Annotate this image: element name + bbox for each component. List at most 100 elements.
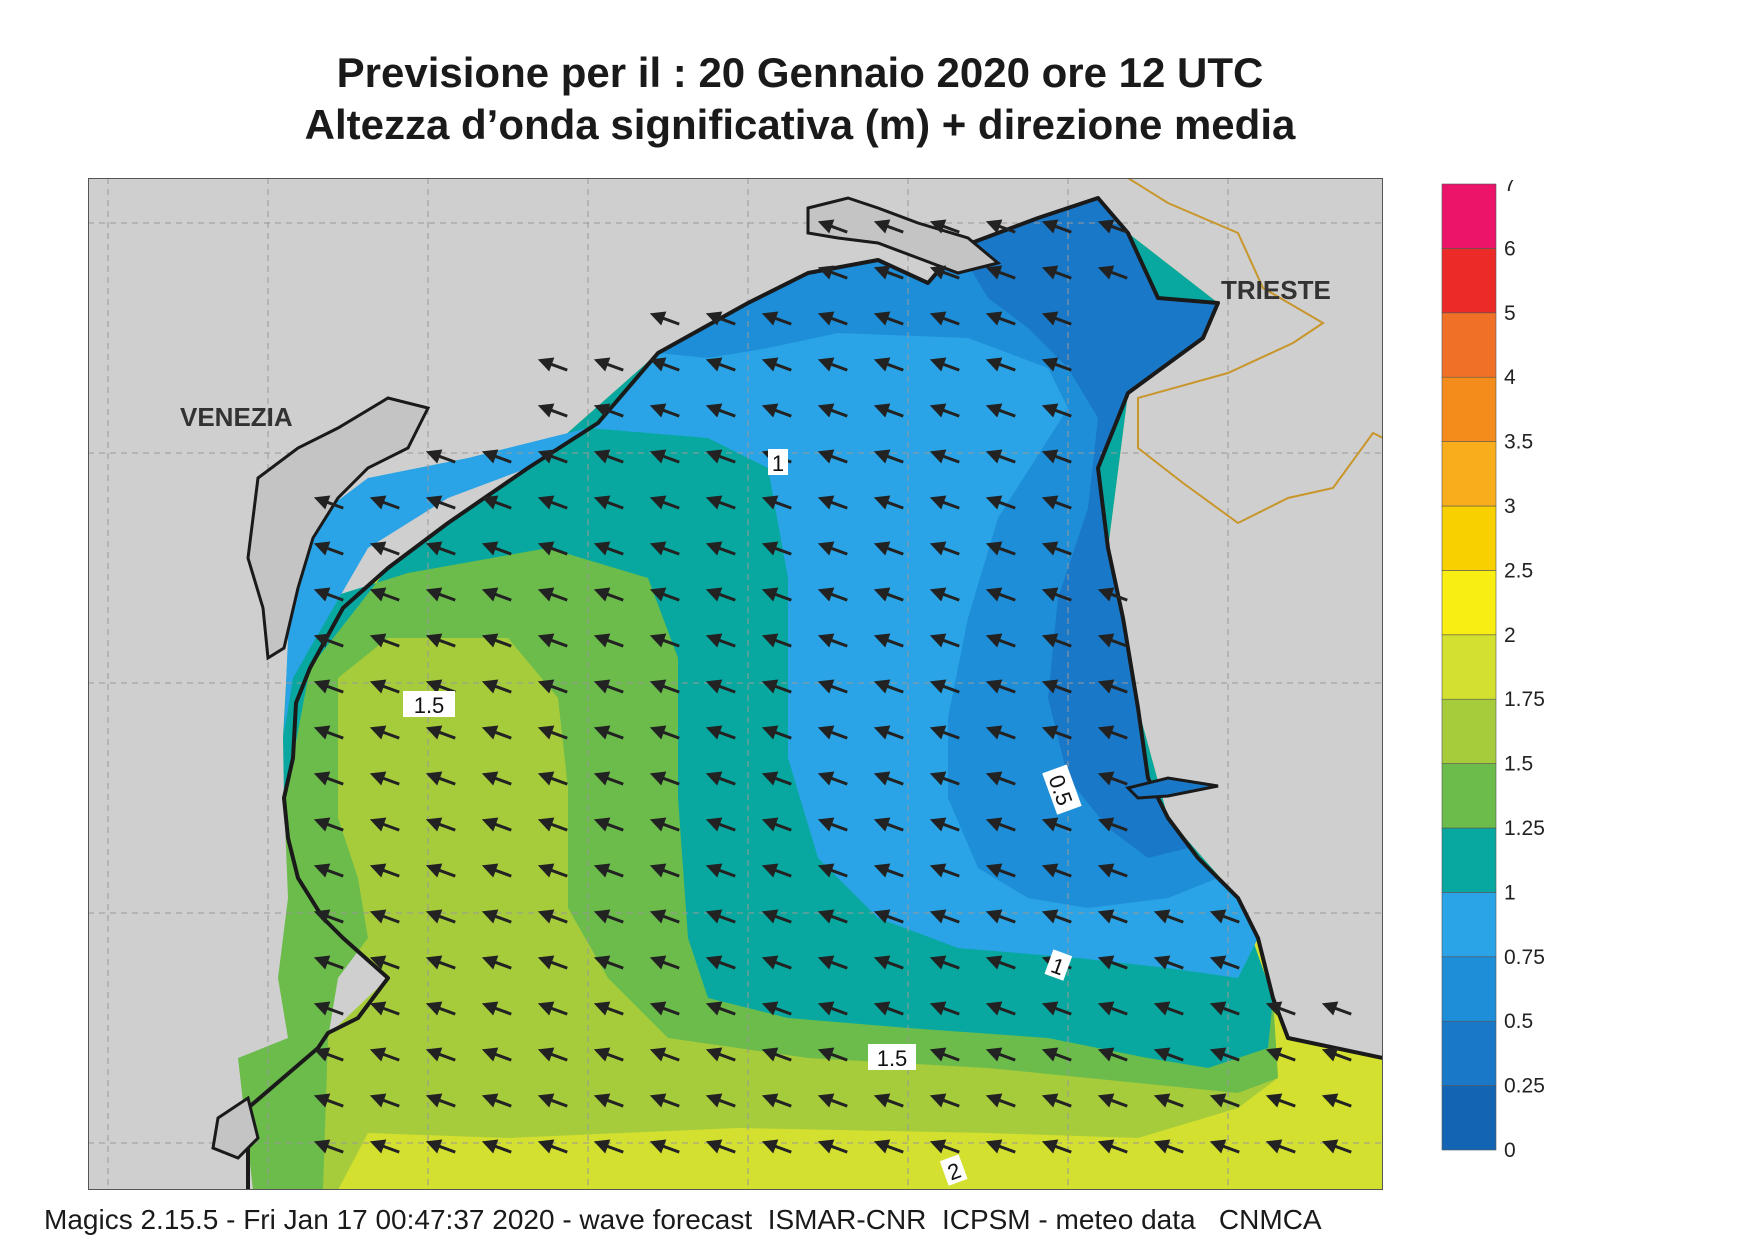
wave-arrow [761, 863, 792, 878]
wave-arrow [593, 817, 624, 832]
wave-arrow [481, 495, 512, 510]
wave-arrow [369, 679, 400, 694]
wave-arrow [313, 863, 344, 878]
wave-arrow [705, 1093, 736, 1108]
wave-arrow [1209, 1093, 1240, 1108]
wave-arrow [817, 311, 848, 326]
wave-arrow [1041, 357, 1072, 372]
wave-arrow [929, 1139, 960, 1154]
wave-arrow [425, 495, 456, 510]
wave-arrow [1041, 265, 1072, 280]
wave-arrow [985, 587, 1016, 602]
colorbar-swatch [1441, 570, 1497, 636]
wave-arrow [481, 1093, 512, 1108]
wave-arrow [761, 587, 792, 602]
wave-arrow [537, 909, 568, 924]
wave-arrow [1097, 679, 1128, 694]
label-venezia: VENEZIA [180, 402, 293, 432]
wave-arrow [537, 449, 568, 464]
wave-arrow [537, 541, 568, 556]
wave-arrow [1265, 1139, 1296, 1154]
wave-arrow [817, 357, 848, 372]
wave-arrow [985, 265, 1016, 280]
wave-arrow [593, 1139, 624, 1154]
wave-arrow [1153, 1001, 1184, 1016]
wave-arrow [817, 817, 848, 832]
wave-arrow [1321, 1001, 1352, 1016]
svg-text:1.5: 1.5 [877, 1046, 908, 1071]
wave-arrow [985, 219, 1016, 234]
wave-arrow [481, 1047, 512, 1062]
wave-arrow [817, 265, 848, 280]
wave-arrow [929, 633, 960, 648]
colorbar-swatch [1441, 763, 1497, 829]
colorbar-swatch [1441, 441, 1497, 507]
wave-arrow [817, 679, 848, 694]
wave-arrow [425, 1093, 456, 1108]
wave-arrow [537, 817, 568, 832]
wave-arrow [369, 1139, 400, 1154]
wave-arrow [873, 955, 904, 970]
wave-arrow [929, 449, 960, 464]
wave-arrow [1153, 1139, 1184, 1154]
colorbar-swatch [1441, 892, 1497, 958]
wave-arrow [313, 725, 344, 740]
wave-arrow [1097, 1139, 1128, 1154]
colorbar-tick-label: 2 [1504, 624, 1516, 647]
wave-arrow [537, 1093, 568, 1108]
wave-arrow [1041, 219, 1072, 234]
wave-arrow [425, 1001, 456, 1016]
wave-arrow [929, 679, 960, 694]
wave-arrow [481, 771, 512, 786]
colorbar-tick-label: 7 [1504, 180, 1516, 196]
wave-arrow [873, 449, 904, 464]
colorbar-swatch [1441, 312, 1497, 378]
wave-arrow [593, 1047, 624, 1062]
wave-arrow [1041, 1093, 1072, 1108]
colorbar-tick-label: 0.5 [1504, 1010, 1533, 1033]
wave-arrow [649, 909, 680, 924]
wave-arrow [705, 1139, 736, 1154]
colorbar-swatch [1441, 376, 1497, 442]
wave-arrow [593, 955, 624, 970]
wave-arrow [761, 817, 792, 832]
wave-arrow [985, 633, 1016, 648]
wave-arrow [929, 955, 960, 970]
wave-arrow [817, 587, 848, 602]
wave-arrow [537, 587, 568, 602]
wave-arrow [705, 955, 736, 970]
wave-arrow [649, 817, 680, 832]
wave-arrow [873, 771, 904, 786]
wave-arrow [481, 1001, 512, 1016]
wave-arrow [873, 403, 904, 418]
wave-arrow [1097, 1047, 1128, 1062]
wave-arrow [985, 1001, 1016, 1016]
wave-arrow [705, 863, 736, 878]
wave-arrow [761, 311, 792, 326]
wave-arrow [481, 679, 512, 694]
wave-arrow [705, 495, 736, 510]
wave-arrow [369, 955, 400, 970]
wave-arrow [705, 817, 736, 832]
colorbar-tick-label: 1.75 [1504, 688, 1545, 711]
wave-arrow [929, 817, 960, 832]
wave-arrow [929, 265, 960, 280]
wave-arrow [1041, 1139, 1072, 1154]
wave-arrow [481, 909, 512, 924]
wave-arrow [985, 863, 1016, 878]
wave-arrow [593, 1001, 624, 1016]
wave-arrow [817, 771, 848, 786]
wave-arrow [761, 1093, 792, 1108]
wave-arrow [537, 357, 568, 372]
wave-arrow [1321, 1139, 1352, 1154]
wave-arrow [313, 1093, 344, 1108]
wave-arrow [873, 587, 904, 602]
wave-arrow [649, 1093, 680, 1108]
wave-arrow [649, 357, 680, 372]
wave-arrow [649, 771, 680, 786]
contour-label-2: 2 [939, 1154, 968, 1186]
wave-arrow [873, 679, 904, 694]
wave-arrow [649, 311, 680, 326]
wave-arrow [369, 725, 400, 740]
wave-arrow [985, 311, 1016, 326]
